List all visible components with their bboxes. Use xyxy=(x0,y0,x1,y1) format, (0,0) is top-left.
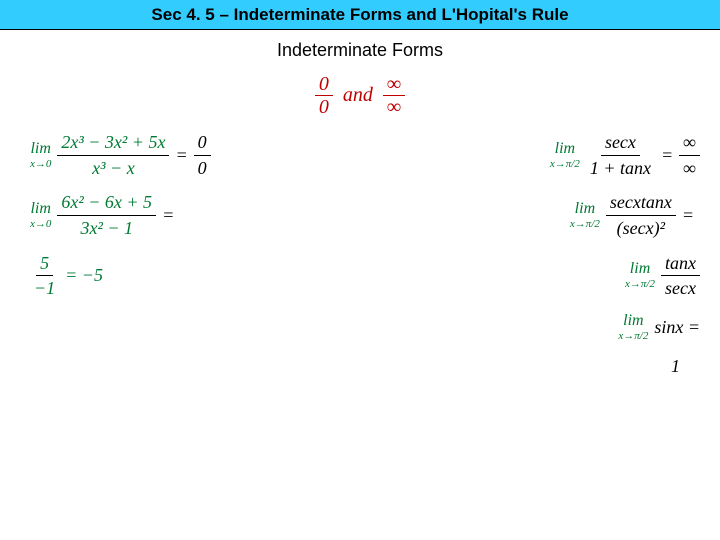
left-eq-1-result: 0 0 xyxy=(194,132,211,178)
limit-notation: lim x→π/2 xyxy=(550,141,580,170)
and-text: and xyxy=(343,84,373,107)
right-eq-1-frac: secx 1 + tanx xyxy=(586,132,655,178)
limit-notation: lim x→0 xyxy=(30,201,51,230)
left-eq-1: lim x→0 2x³ − 3x² + 5x x³ − x = 0 0 xyxy=(30,132,365,178)
right-column: lim x→π/2 secx 1 + tanx = ∞ ∞ lim x→π/2 … xyxy=(365,132,720,391)
section-header: Sec 4. 5 – Indeterminate Forms and L'Hop… xyxy=(0,0,720,30)
limit-notation: lim x→0 xyxy=(30,141,51,170)
right-eq-3: lim x→π/2 tanx secx xyxy=(625,253,700,299)
left-eq-3-frac: 5 −1 xyxy=(30,253,59,299)
right-eq-1: lim x→π/2 secx 1 + tanx = ∞ ∞ xyxy=(550,132,700,178)
right-eq-2-frac: secxtanx (secx)² xyxy=(606,192,676,238)
right-eq-3-frac: tanx secx xyxy=(661,253,700,299)
right-eq-4: lim x→π/2 sinx = xyxy=(618,313,700,342)
left-column: lim x→0 2x³ − 3x² + 5x x³ − x = 0 0 lim … xyxy=(0,132,365,391)
final-answer: 1 xyxy=(671,356,680,377)
limit-notation: lim x→π/2 xyxy=(625,261,655,290)
left-eq-2: lim x→0 6x² − 6x + 5 3x² − 1 = xyxy=(30,192,365,238)
subtitle: Indeterminate Forms xyxy=(0,40,720,61)
right-eq-2: lim x→π/2 secxtanx (secx)² = xyxy=(570,192,700,238)
left-eq-1-frac: 2x³ − 3x² + 5x x³ − x xyxy=(57,132,169,178)
inf-over-inf: ∞ ∞ xyxy=(383,73,405,118)
content-columns: lim x→0 2x³ − 3x² + 5x x³ − x = 0 0 lim … xyxy=(0,132,720,391)
right-final: 1 xyxy=(671,356,700,377)
section-title: Sec 4. 5 – Indeterminate Forms and L'Hop… xyxy=(151,5,568,25)
right-eq-1-result: ∞ ∞ xyxy=(679,132,700,178)
zero-over-zero: 0 0 xyxy=(315,73,333,118)
limit-notation: lim x→π/2 xyxy=(618,313,648,342)
left-eq-3: 5 −1 = −5 xyxy=(30,253,365,299)
left-eq-2-frac: 6x² − 6x + 5 3x² − 1 xyxy=(57,192,156,238)
indeterminate-forms-display: 0 0 and ∞ ∞ xyxy=(0,73,720,118)
limit-notation: lim x→π/2 xyxy=(570,201,600,230)
right-eq-4-expr: sinx = xyxy=(654,317,700,338)
